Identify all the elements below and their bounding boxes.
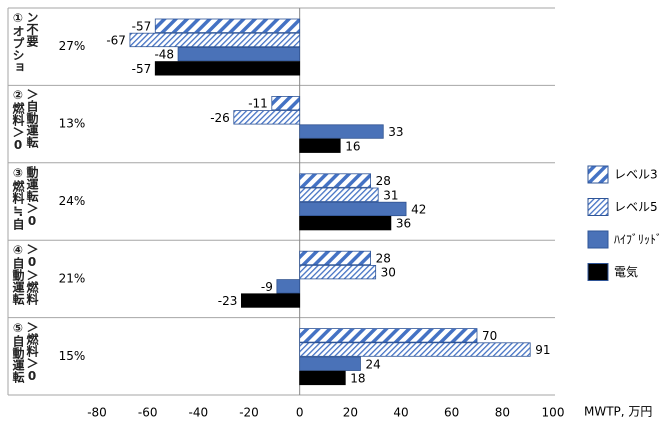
- data-label: 36: [396, 217, 411, 231]
- bar: [154, 61, 301, 76]
- legend-label: レベル5: [614, 200, 658, 214]
- bar: [129, 32, 301, 48]
- x-tick-label: 60: [444, 406, 459, 420]
- bar: [299, 138, 341, 153]
- share-label: 13%: [59, 117, 86, 131]
- bar: [240, 293, 301, 308]
- bar: [299, 215, 392, 231]
- category-label: ①オプション不要: [11, 11, 39, 73]
- bar: [299, 250, 371, 266]
- bar: [299, 370, 346, 386]
- legend-swatch: [587, 198, 609, 216]
- x-tick-label: 80: [495, 406, 510, 420]
- data-label: -57: [132, 62, 152, 76]
- data-label: 70: [482, 329, 497, 343]
- x-tick-label: -20: [239, 406, 259, 420]
- x-tick-label: 0: [296, 406, 304, 420]
- bar: [299, 264, 377, 280]
- data-label: -9: [261, 280, 273, 294]
- data-label: 16: [345, 139, 360, 153]
- data-label: 91: [535, 343, 550, 357]
- legend-swatch: [587, 230, 609, 249]
- bar: [271, 96, 301, 111]
- bar: [299, 356, 361, 371]
- data-label: 33: [388, 125, 403, 139]
- bar: [177, 47, 301, 62]
- share-label: 24%: [59, 194, 86, 208]
- data-label: -23: [218, 294, 238, 308]
- data-label: 30: [381, 266, 396, 280]
- category-label: ④自動運転＞0＞燃料: [11, 243, 39, 306]
- data-label: -11: [248, 97, 268, 111]
- data-label: 42: [411, 202, 426, 216]
- x-tick-label: -40: [189, 406, 209, 420]
- x-tick-label: 100: [542, 406, 565, 420]
- bar: [299, 201, 407, 217]
- share-label: 21%: [59, 271, 86, 285]
- data-label: -67: [106, 33, 126, 47]
- legend-label: ﾊｲﾌﾞﾘｯﾄﾞ: [614, 233, 662, 247]
- x-tick-label: -80: [87, 406, 107, 420]
- share-label: 27%: [59, 39, 86, 53]
- legend-swatch: [587, 263, 609, 281]
- data-label: 28: [376, 174, 391, 188]
- data-label: 18: [350, 371, 365, 385]
- data-label: 24: [365, 357, 380, 371]
- data-label: 31: [383, 188, 398, 202]
- data-label: -26: [210, 111, 230, 125]
- category-label: ②燃料＞0＞自動運転: [11, 88, 39, 153]
- legend-label: レベル3: [614, 168, 658, 182]
- data-label: 28: [376, 251, 391, 265]
- share-label: 15%: [59, 349, 86, 363]
- bar: [299, 124, 384, 139]
- category-label: ⑤自動運転＞燃料＞0: [11, 320, 39, 383]
- bar: [276, 279, 301, 294]
- data-label: -57: [132, 19, 152, 33]
- x-tick-label: -60: [138, 406, 158, 420]
- x-tick-label: 40: [393, 406, 408, 420]
- bar: [299, 187, 379, 202]
- bar: [299, 342, 531, 357]
- x-tick-label: 20: [343, 406, 358, 420]
- legend-label: 電気: [614, 264, 638, 279]
- bar: [233, 110, 301, 125]
- x-axis-label: MWTP, 万円: [584, 405, 652, 419]
- bar: [154, 18, 301, 33]
- legend-swatch: [587, 165, 609, 184]
- bar: [299, 173, 371, 188]
- category-label: ③燃料≒自動運転＞0: [11, 165, 39, 230]
- bar: [299, 328, 478, 343]
- data-label: -48: [154, 48, 174, 62]
